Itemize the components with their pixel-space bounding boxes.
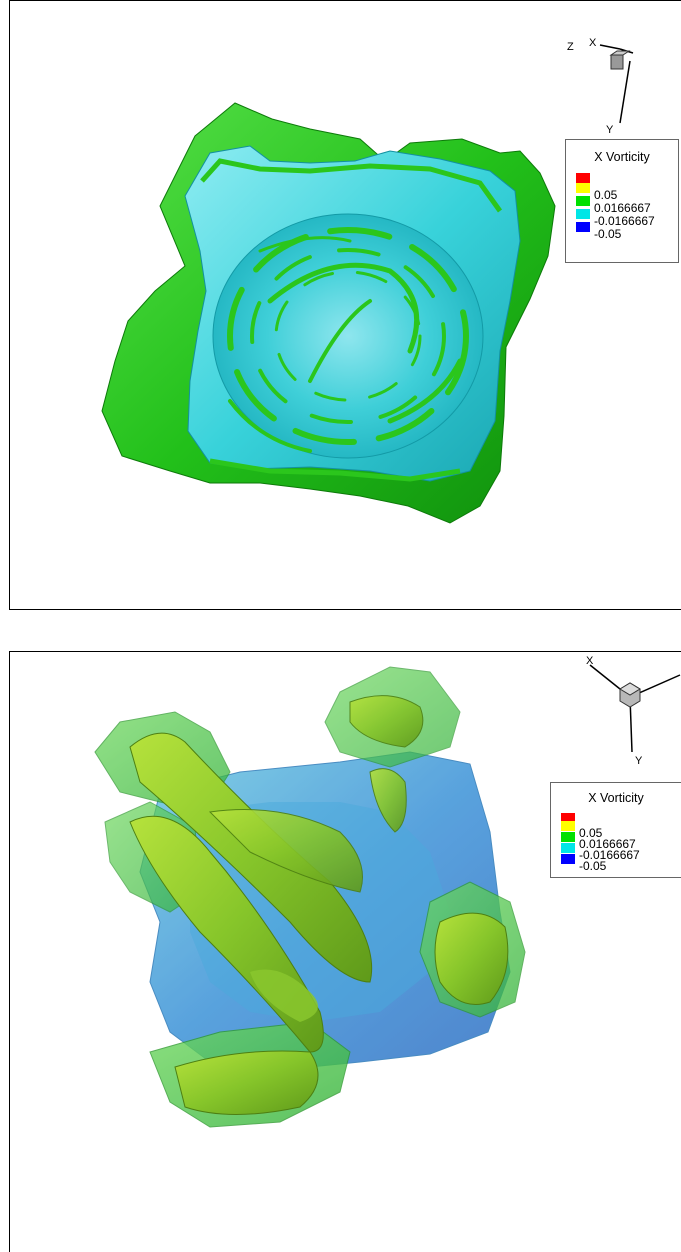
legend-swatch-blue — [561, 854, 575, 864]
legend-swatch-yellow — [576, 183, 590, 193]
axis-label-y-bottom: Y — [635, 755, 643, 767]
legend-swatch-red — [561, 813, 575, 823]
legend-level: -0.05 — [579, 859, 607, 873]
legend-level: 0.05 — [579, 826, 603, 840]
vorticity-isosurface-top — [101, 102, 556, 524]
vorticity-isosurface-bottom — [94, 666, 526, 1128]
legend-swatch-green — [561, 832, 575, 842]
legend-swatch-green — [576, 196, 590, 206]
axis-label-z-top: Z — [567, 41, 574, 53]
color-legend-bottom: X Vorticity 0.05 0.0166667 -0.0166667 -0… — [550, 782, 681, 878]
color-legend-top: X Vorticity 0.05 0.0166667 -0.0166667 -0… — [565, 139, 679, 263]
legend-swatch-red — [576, 173, 590, 183]
legend-swatch-yellow — [561, 821, 575, 831]
axis-triad-top — [599, 44, 634, 124]
legend-level: -0.0166667 — [594, 214, 655, 228]
axis-label-x-top: X — [589, 37, 597, 49]
legend-swatch-cyan — [561, 843, 575, 853]
axis-label-y-top: Y — [606, 124, 614, 136]
axis-triad-bottom — [589, 664, 681, 753]
plot-panel-top: X Z Y X Vorticity 0.05 0.0166667 -0.0166… — [9, 0, 681, 610]
legend-level: 0.05 — [594, 188, 618, 202]
legend-swatch-cyan — [576, 209, 590, 219]
plot-panel-bottom: X Y X Vorticity 0.05 0.0166667 -0.016666… — [9, 651, 681, 1252]
legend-title: X Vorticity — [588, 791, 644, 805]
legend-level: 0.0166667 — [594, 201, 651, 215]
legend-title: X Vorticity — [594, 150, 650, 164]
legend-level: -0.0166667 — [579, 848, 640, 862]
legend-level: 0.0166667 — [579, 837, 636, 851]
legend-level: -0.05 — [594, 227, 622, 241]
legend-swatch-blue — [576, 222, 590, 232]
axis-label-x-bottom: X — [586, 655, 594, 667]
